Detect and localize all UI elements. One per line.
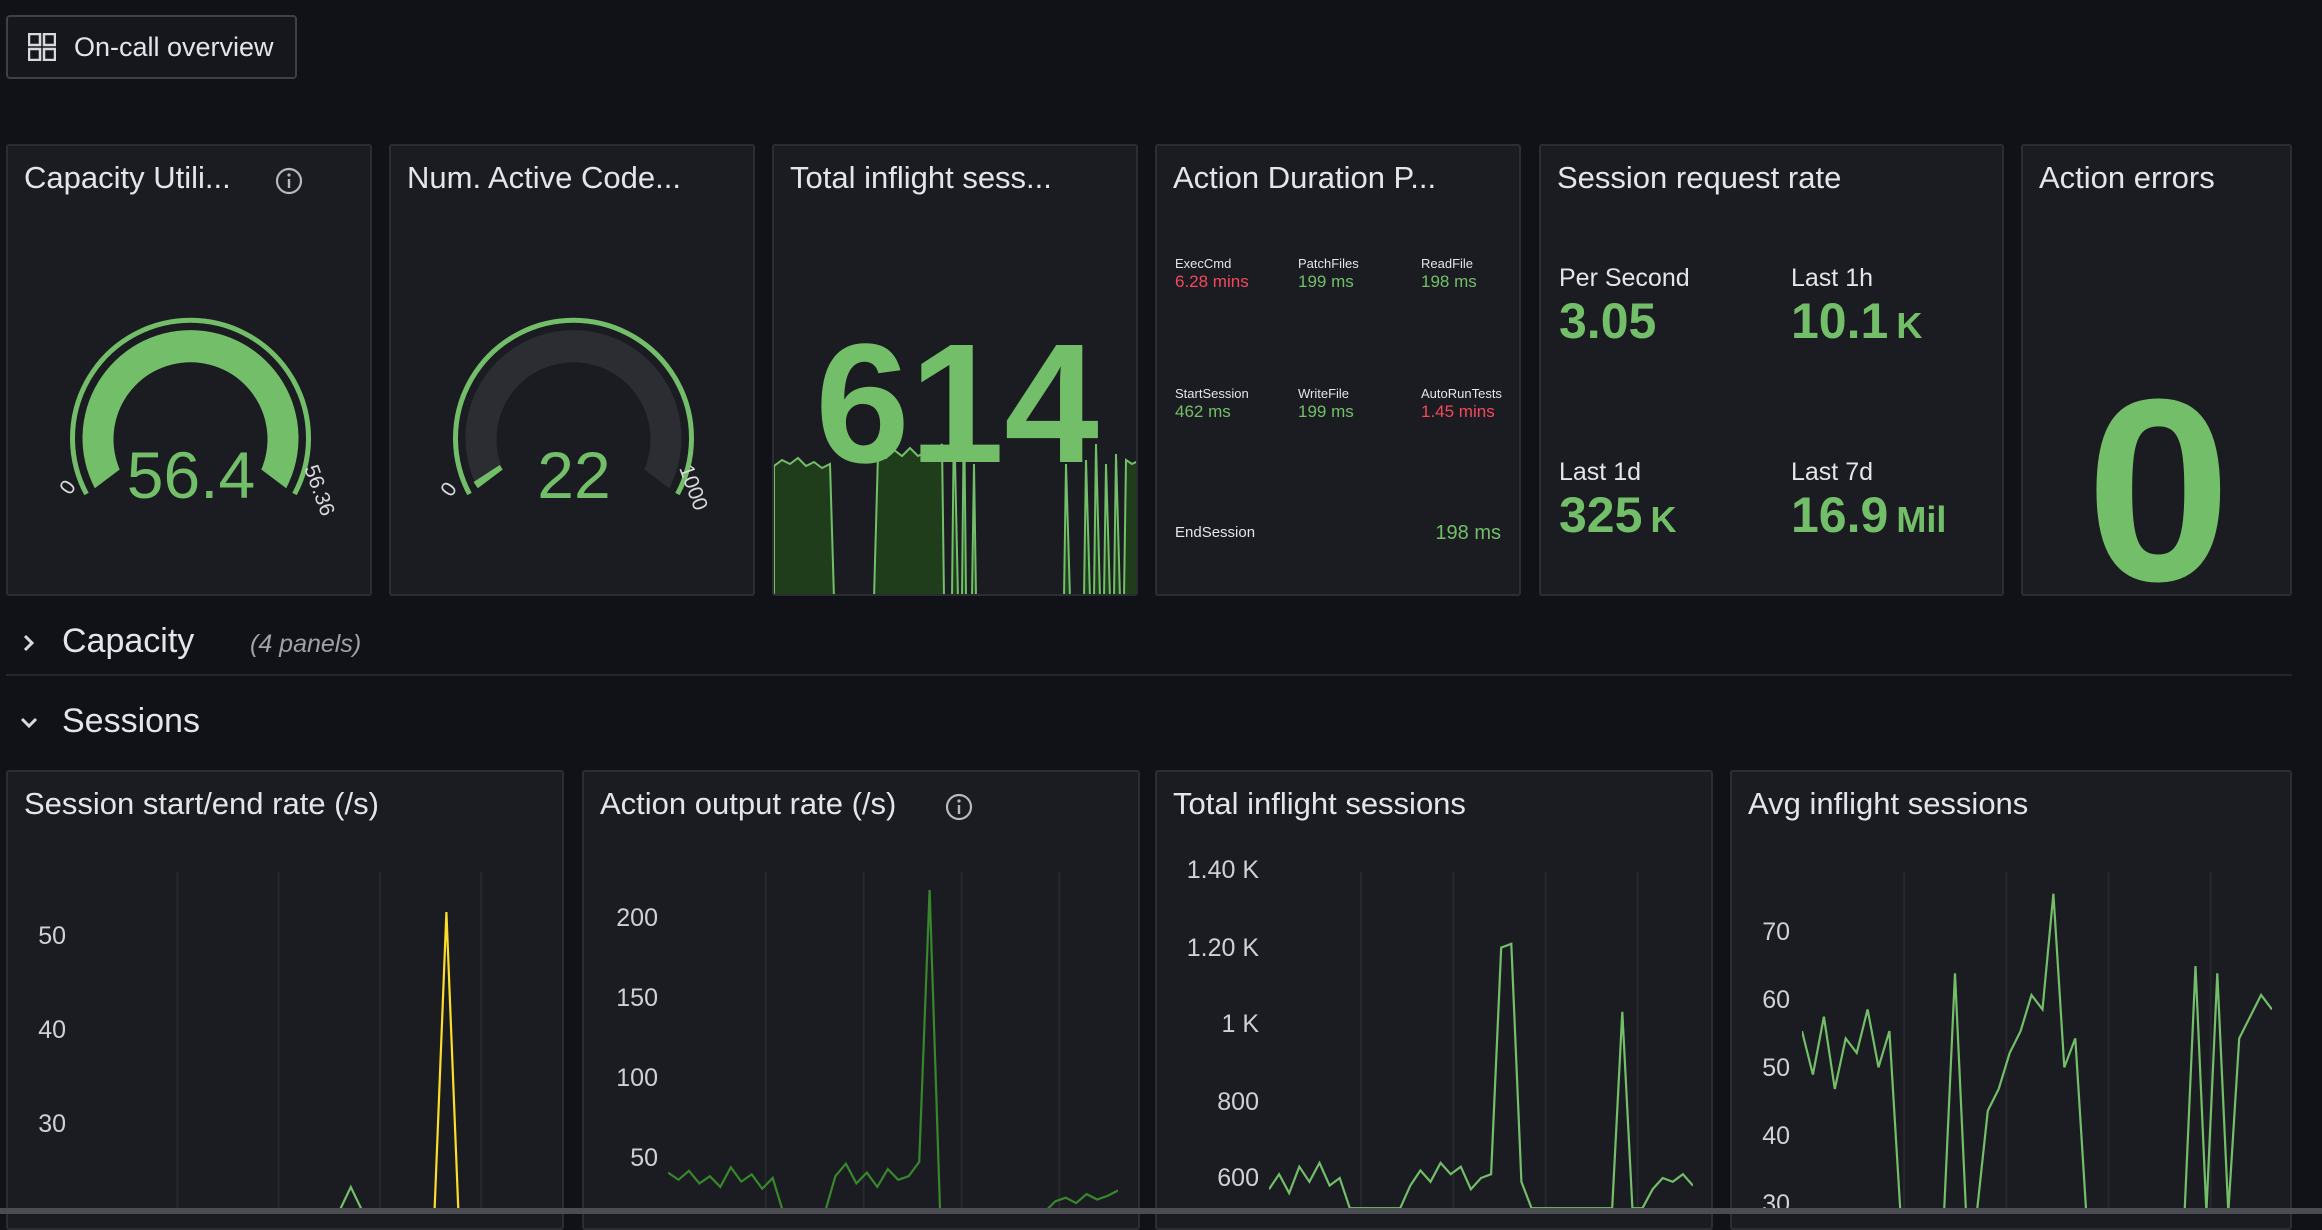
- rate-value-last-1h: 10.1 K: [1791, 293, 1923, 349]
- session-request-rate-panel[interactable]: Session request rate Per Second 3.05 Las…: [1539, 144, 2004, 596]
- dashboard-title-button[interactable]: On-call overview: [6, 15, 297, 79]
- y-tick-label: 50: [630, 1144, 658, 1172]
- duration-value-startsession: 462 ms: [1175, 402, 1231, 421]
- panel-title: Session start/end rate (/s): [24, 786, 379, 821]
- panel-title: Action output rate (/s): [600, 786, 897, 821]
- capacity-utilization-panel[interactable]: Capacity Utili... 0 56.36 56.4: [6, 144, 372, 596]
- gauge-max-label: 56.36: [299, 462, 339, 519]
- info-icon[interactable]: [274, 166, 304, 196]
- series-line: [1269, 942, 1693, 1210]
- panel-title: Session request rate: [1557, 160, 1842, 195]
- panel-title: Num. Active Code...: [407, 160, 681, 195]
- y-tick-label: 200: [616, 904, 658, 932]
- duration-value-autoruntests: 1.45 mins: [1421, 402, 1495, 421]
- y-tick-label: 800: [1217, 1088, 1259, 1116]
- total-inflight-stat-panel[interactable]: Total inflight sess... 614: [772, 144, 1138, 596]
- duration-label-endsession: EndSession: [1175, 524, 1256, 541]
- rate-value-last-7d: 16.9 Mil: [1791, 487, 1947, 543]
- panel-title: Capacity Utili...: [24, 160, 231, 195]
- panel-title: Action Duration P...: [1173, 160, 1437, 195]
- y-tick-label: 40: [1762, 1122, 1790, 1150]
- duration-label-patchfiles: PatchFiles: [1298, 256, 1359, 271]
- duration-label-execcmd: ExecCmd: [1175, 256, 1232, 271]
- y-tick-label: 50: [38, 922, 66, 950]
- y-tick-label: 600: [1217, 1164, 1259, 1192]
- row-panel-count: (4 panels): [250, 630, 362, 658]
- row-title-sessions[interactable]: Sessions: [62, 702, 200, 740]
- duration-value-writefile: 199 ms: [1298, 402, 1354, 421]
- rate-value-per-second: 3.05: [1559, 293, 1657, 349]
- info-icon[interactable]: [944, 792, 974, 822]
- rate-label-last-1d: Last 1d: [1559, 458, 1642, 486]
- y-tick-label: 30: [38, 1110, 66, 1138]
- y-tick-label: 1 K: [1221, 1010, 1259, 1038]
- y-tick-label: 60: [1762, 986, 1790, 1014]
- capacity-gauge: 0 56.36 56.4: [55, 317, 339, 519]
- duration-value-readfile: 198 ms: [1421, 272, 1477, 291]
- series-line: [1802, 893, 2272, 1212]
- active-code-gauge: 0 1000 22: [436, 317, 712, 514]
- stat-value: 614: [815, 309, 1099, 499]
- series-line: [668, 889, 1118, 1212]
- action-errors-panel[interactable]: Action errors 0: [2021, 144, 2292, 596]
- session-rate-chart-panel[interactable]: Session start/end rate (/s) 50 40 30: [6, 770, 564, 1230]
- rate-value-last-1d: 325 K: [1559, 487, 1677, 543]
- rate-label-per-second: Per Second: [1559, 264, 1690, 292]
- y-tick-label: 40: [38, 1016, 66, 1044]
- grid-icon: [28, 33, 56, 61]
- row-divider: [6, 674, 2292, 676]
- y-tick-label: 50: [1762, 1054, 1790, 1082]
- avg-inflight-chart-panel[interactable]: Avg inflight sessions 70 60 50 40 30: [1730, 770, 2292, 1230]
- duration-label-readfile: ReadFile: [1421, 256, 1474, 271]
- y-tick-label: 30: [1762, 1190, 1790, 1218]
- horizontal-scrollbar[interactable]: [0, 1208, 2322, 1214]
- action-output-plot: [668, 872, 1118, 1212]
- gauge-value: 22: [537, 438, 610, 512]
- total-inflight-chart-panel[interactable]: Total inflight sessions 1.40 K 1.20 K 1 …: [1155, 770, 1713, 1230]
- duration-label-startsession: StartSession: [1175, 386, 1249, 401]
- row-title-capacity[interactable]: Capacity: [62, 622, 195, 660]
- rate-label-last-7d: Last 7d: [1791, 458, 1874, 486]
- dashboard-title-label: On-call overview: [74, 31, 274, 62]
- sparkline-area: [774, 398, 1136, 594]
- y-tick-label: 1.40 K: [1186, 856, 1259, 884]
- total-inflight-plot: [1269, 872, 1693, 1212]
- gauge-min-label: 0: [55, 476, 81, 499]
- session-rate-plot: [76, 872, 542, 1212]
- gauge-track: [465, 330, 682, 489]
- y-tick-label: 1.20 K: [1186, 934, 1259, 962]
- active-code-panel[interactable]: Num. Active Code... 0 1000 22: [389, 144, 755, 596]
- action-duration-panel[interactable]: Action Duration P... ExecCmd 6.28 mins P…: [1155, 144, 1521, 596]
- duration-value-patchfiles: 199 ms: [1298, 272, 1354, 291]
- gauge-arc: [82, 330, 299, 489]
- stat-value: 0: [2086, 346, 2231, 596]
- sparkline: [774, 398, 1136, 594]
- gauge-outer-arc: [453, 317, 694, 496]
- gauge-min-label: 0: [436, 478, 462, 501]
- gauge-value: 56.4: [127, 438, 255, 512]
- gauge-outer-arc: [70, 317, 311, 496]
- duration-value-endsession: 198 ms: [1435, 522, 1501, 544]
- action-output-chart-panel[interactable]: Action output rate (/s) 200 150 100 50: [582, 770, 1140, 1230]
- gauge-fill: [473, 465, 503, 489]
- rate-label-last-1h: Last 1h: [1791, 264, 1874, 292]
- panel-title: Action errors: [2039, 160, 2215, 195]
- chevron-down-icon[interactable]: [18, 714, 40, 732]
- duration-value-execcmd: 6.28 mins: [1175, 272, 1249, 291]
- chevron-right-icon[interactable]: [20, 632, 38, 654]
- avg-inflight-plot: [1802, 872, 2272, 1212]
- y-tick-label: 100: [616, 1064, 658, 1092]
- y-tick-label: 70: [1762, 918, 1790, 946]
- series-line: [76, 911, 542, 1212]
- panel-title: Total inflight sessions: [1173, 786, 1466, 821]
- y-tick-label: 150: [616, 984, 658, 1012]
- duration-label-autoruntests: AutoRunTests: [1421, 386, 1502, 401]
- panel-title: Total inflight sess...: [790, 160, 1052, 195]
- panel-title: Avg inflight sessions: [1748, 786, 2029, 821]
- duration-label-writefile: WriteFile: [1298, 386, 1350, 401]
